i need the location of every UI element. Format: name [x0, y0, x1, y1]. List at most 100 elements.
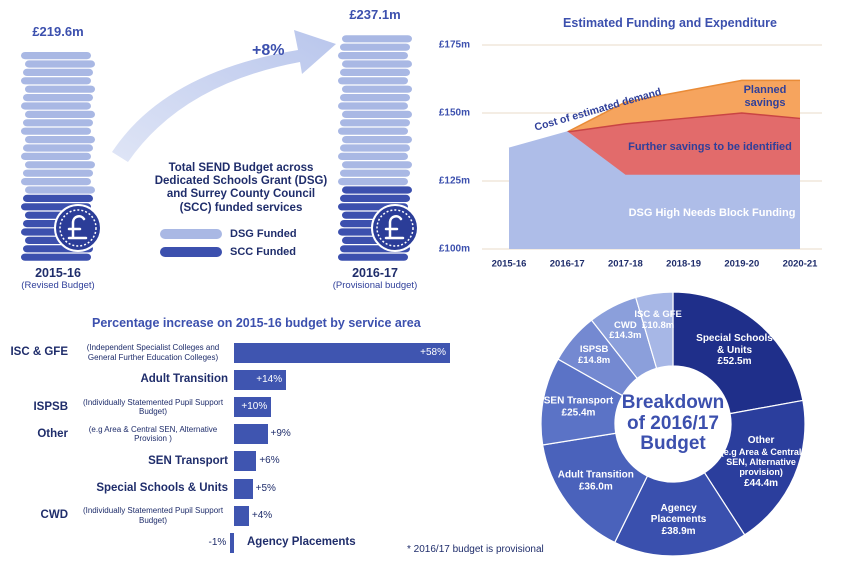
coin — [342, 85, 412, 93]
change-label: +8% — [252, 42, 285, 59]
category-label: Agency Placements — [650, 502, 707, 526]
x-tick-label: 2017-18 — [608, 259, 643, 270]
coin — [338, 52, 408, 60]
coin — [340, 119, 410, 127]
value-label: £14.3m — [609, 330, 642, 342]
coin — [342, 186, 412, 194]
area-label: Planned savings — [743, 84, 787, 109]
coin — [25, 110, 95, 118]
bar — [234, 397, 272, 418]
coin — [340, 144, 410, 152]
coin — [340, 68, 410, 76]
legend-label: SCC Funded — [230, 246, 296, 258]
value-label: £219.6m — [32, 23, 84, 39]
coin — [21, 152, 91, 160]
slice-label: Other (e.g Area & Central SEN, Alternativ… — [719, 435, 803, 489]
coin — [342, 35, 412, 43]
area-edge — [508, 131, 800, 177]
slice-label: CWD £14.3m — [583, 320, 667, 343]
category-row: SEN Transport — [148, 449, 228, 473]
area-edge — [567, 112, 801, 133]
coin — [25, 186, 95, 194]
coin — [23, 169, 93, 177]
coin — [338, 152, 408, 160]
category-label: Special Schools & Units — [96, 481, 228, 494]
area-label: Further savings to be identified — [628, 141, 792, 153]
slice-label: Agency Placements £38.9m — [637, 503, 721, 538]
coin-icon-ring — [376, 209, 414, 247]
value-label: +4% — [251, 509, 273, 521]
coin — [338, 127, 408, 135]
coin — [21, 77, 91, 85]
slice-label: Special Schools & Units £52.5m — [693, 333, 777, 368]
donut-slice — [613, 471, 746, 557]
category-label: ISPSB — [579, 344, 609, 356]
pound-glyph — [67, 215, 88, 240]
category-row: Adult Transition — [140, 368, 228, 392]
coin — [23, 68, 93, 76]
category-label: ISPSB — [33, 400, 68, 413]
coin — [340, 94, 410, 102]
coin — [25, 85, 95, 93]
category-note: (Provisional budget) — [332, 280, 418, 291]
slice-label: ISPSB £14.8m — [552, 344, 636, 367]
bar — [234, 343, 450, 363]
category-row: Special Schools & Units — [96, 477, 228, 501]
area-label: DSG High Needs Block Funding — [628, 207, 796, 219]
hbar-title: Percentage increase on 2015-16 budget by… — [92, 316, 421, 330]
legend-swatch — [160, 247, 222, 257]
coin — [342, 161, 412, 169]
legend-swatch — [160, 229, 222, 239]
value-label: £25.4m — [561, 407, 596, 419]
category-row: ISPSB (Individually Statemented Pupil Sup… — [33, 395, 228, 419]
value-label: -1% — [208, 536, 227, 548]
coin — [342, 60, 412, 68]
bar — [234, 451, 257, 472]
category-note: (Individually Statemented Pupil Support … — [82, 397, 224, 417]
growth-arrow — [112, 30, 336, 162]
value-label: £10.8m — [642, 320, 675, 332]
x-tick-label: 2020-21 — [783, 259, 819, 270]
x-tick-label: 2015-16 — [492, 259, 527, 270]
category-label: Special Schools & Units — [696, 333, 773, 356]
category-label: ISC & GFE — [10, 346, 68, 359]
coin — [338, 253, 408, 261]
coin — [25, 136, 95, 144]
value-label: +14% — [256, 374, 283, 386]
category-note: (Independent Specialist Colleges and Gen… — [86, 343, 220, 362]
category-row: Other (e.g Area & Central SEN, Alternativ… — [37, 422, 228, 446]
value-label: +58% — [420, 347, 446, 358]
coin — [25, 60, 95, 68]
coin — [338, 77, 408, 85]
category-note: (Revised Budget) — [21, 280, 95, 291]
coin — [21, 102, 91, 110]
coin — [21, 178, 91, 186]
coin — [340, 43, 410, 51]
x-tick-label: 2018-19 — [666, 259, 701, 270]
value-label: £36.0m — [578, 481, 613, 493]
value-label: £44.4m — [744, 477, 779, 489]
value-label: £52.5m — [717, 356, 752, 368]
coin — [21, 127, 91, 135]
category-note: (e.g Area & Central SEN, Alternative pro… — [720, 446, 802, 478]
bar — [234, 370, 287, 391]
category-note: (e.g Area & Central SEN, Alternative Pro… — [88, 424, 218, 444]
coin — [25, 161, 95, 169]
y-tick-label: £150m — [439, 108, 470, 119]
category-row: ISC & GFE (Independent Specialist College… — [10, 341, 228, 365]
x-tick-label: 2019-20 — [724, 259, 759, 270]
budget-title: Total SEND Budget across Dedicated Schoo… — [154, 162, 328, 214]
slice-label: ISC & GFE £10.8m — [616, 309, 700, 332]
value-label: +10% — [241, 401, 268, 413]
category-label: Adult Transition — [557, 469, 634, 481]
x-tick-label: 2016-17 — [550, 259, 585, 270]
value-label: +6% — [259, 455, 280, 467]
legend-label: DSG Funded — [230, 228, 297, 240]
coin — [23, 119, 93, 127]
bar — [234, 478, 253, 499]
bar — [234, 505, 249, 526]
donut-title: Breakdown of 2016/17 Budget — [621, 392, 725, 455]
category-label: ISC & GFE — [634, 309, 682, 321]
